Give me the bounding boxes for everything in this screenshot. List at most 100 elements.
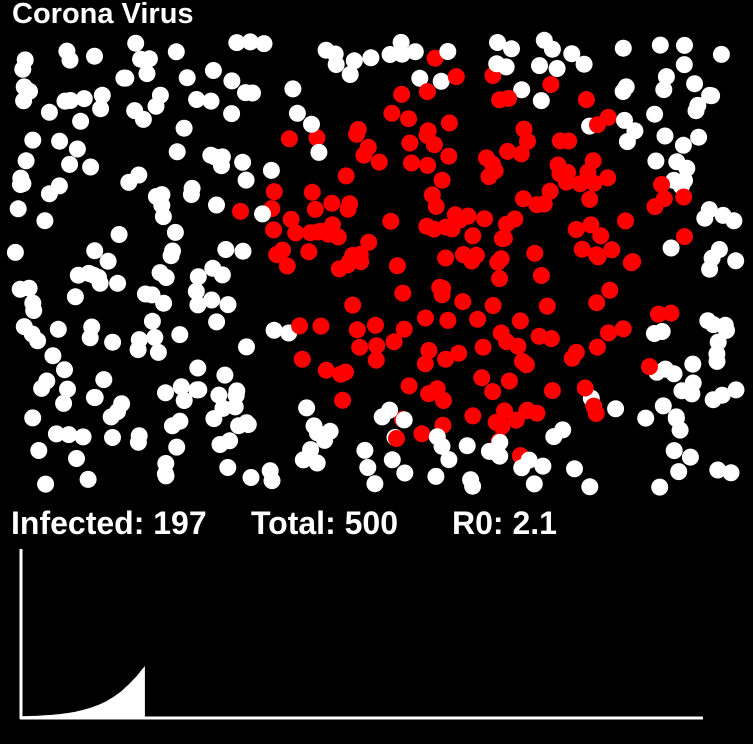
healthy-particle bbox=[138, 65, 156, 83]
healthy-particle bbox=[716, 316, 734, 334]
healthy-particle bbox=[548, 60, 566, 77]
healthy-particle bbox=[667, 410, 685, 428]
infected-particle bbox=[332, 365, 350, 383]
healthy-particle bbox=[157, 467, 175, 485]
healthy-particle bbox=[655, 81, 673, 99]
infected-particle bbox=[265, 183, 283, 201]
infected-particle bbox=[282, 210, 300, 228]
infected-particle bbox=[587, 405, 605, 422]
infected-particle bbox=[300, 243, 318, 261]
infected-particle bbox=[474, 338, 492, 356]
healthy-particle bbox=[11, 280, 29, 298]
healthy-particle bbox=[254, 205, 271, 223]
healthy-particle bbox=[310, 143, 328, 161]
infected-particle bbox=[600, 324, 617, 342]
healthy-particle bbox=[61, 155, 79, 173]
infected-particle bbox=[509, 337, 527, 355]
infected-particle bbox=[403, 154, 420, 172]
healthy-particle bbox=[216, 366, 234, 384]
infected-particle bbox=[426, 49, 444, 67]
infected-particle bbox=[650, 305, 667, 323]
infected-particle bbox=[416, 355, 434, 373]
healthy-particle bbox=[356, 441, 374, 459]
healthy-particle bbox=[362, 49, 380, 67]
healthy-particle bbox=[17, 152, 35, 170]
healthy-particle bbox=[520, 451, 538, 469]
healthy-particle bbox=[381, 46, 399, 63]
healthy-particle bbox=[359, 459, 377, 476]
healthy-particle bbox=[9, 200, 27, 218]
healthy-particle bbox=[566, 460, 583, 478]
healthy-particle bbox=[616, 111, 633, 129]
infected-particle bbox=[662, 304, 680, 322]
healthy-particle bbox=[689, 96, 707, 114]
healthy-particle bbox=[681, 448, 699, 466]
infected-particle bbox=[589, 116, 606, 134]
total-value: 500 bbox=[344, 505, 398, 541]
healthy-particle bbox=[727, 381, 745, 399]
healthy-particle bbox=[168, 143, 186, 161]
healthy-particle bbox=[38, 372, 56, 390]
healthy-particle bbox=[75, 90, 93, 108]
healthy-particle bbox=[172, 378, 190, 396]
healthy-particle bbox=[701, 260, 719, 278]
healthy-particle bbox=[113, 395, 131, 413]
healthy-particle bbox=[614, 83, 632, 100]
infected-particle bbox=[437, 350, 455, 368]
healthy-particle bbox=[714, 206, 732, 224]
healthy-particle bbox=[244, 84, 261, 102]
infected-particle bbox=[383, 104, 401, 122]
infected-particle bbox=[641, 358, 658, 376]
healthy-particle bbox=[228, 34, 246, 52]
healthy-particle bbox=[166, 223, 184, 241]
infected-particle bbox=[308, 129, 326, 147]
infected-label: Infected: bbox=[11, 505, 145, 541]
infected-particle bbox=[489, 253, 507, 271]
healthy-particle bbox=[44, 347, 62, 365]
healthy-particle bbox=[241, 33, 259, 51]
infected-particle bbox=[497, 215, 515, 233]
healthy-particle bbox=[36, 212, 54, 230]
r0-stat: R0: 2.1 bbox=[452, 505, 557, 542]
infected-particle bbox=[433, 171, 451, 189]
infected-particle bbox=[469, 310, 487, 328]
infected-particle bbox=[370, 153, 388, 171]
infected-particle bbox=[581, 190, 599, 208]
healthy-particle bbox=[208, 313, 226, 331]
healthy-particle bbox=[458, 437, 476, 455]
infected-particle bbox=[291, 317, 309, 335]
healthy-particle bbox=[288, 104, 306, 122]
healthy-particle bbox=[626, 122, 644, 140]
healthy-particle bbox=[99, 252, 117, 270]
healthy-particle bbox=[439, 43, 457, 60]
healthy-particle bbox=[427, 467, 445, 485]
healthy-particle bbox=[670, 463, 688, 481]
infected-particle bbox=[484, 297, 502, 314]
infected-particle bbox=[400, 377, 418, 395]
healthy-particle bbox=[488, 55, 506, 73]
infected-particle bbox=[493, 230, 511, 248]
infected-particle bbox=[560, 132, 578, 150]
infected-particle bbox=[287, 224, 305, 242]
healthy-particle bbox=[411, 69, 429, 87]
healthy-particle bbox=[68, 450, 85, 467]
healthy-particle bbox=[189, 268, 207, 286]
healthy-particle bbox=[341, 66, 359, 83]
healthy-particle bbox=[149, 343, 167, 361]
infected-particle bbox=[532, 267, 550, 284]
infected-particle bbox=[317, 361, 335, 379]
healthy-particle bbox=[40, 103, 58, 121]
healthy-particle bbox=[654, 397, 672, 415]
healthy-particle bbox=[104, 333, 122, 351]
healthy-particle bbox=[727, 252, 745, 270]
infected-particle bbox=[440, 114, 458, 132]
infected-particle bbox=[367, 351, 385, 369]
healthy-particle bbox=[66, 288, 84, 306]
healthy-particle bbox=[202, 92, 220, 110]
healthy-particle bbox=[432, 72, 450, 90]
healthy-particle bbox=[24, 409, 42, 427]
healthy-particle bbox=[47, 425, 65, 443]
infected-particle bbox=[419, 156, 437, 174]
healthy-particle bbox=[238, 338, 255, 356]
healthy-particle bbox=[30, 442, 48, 459]
